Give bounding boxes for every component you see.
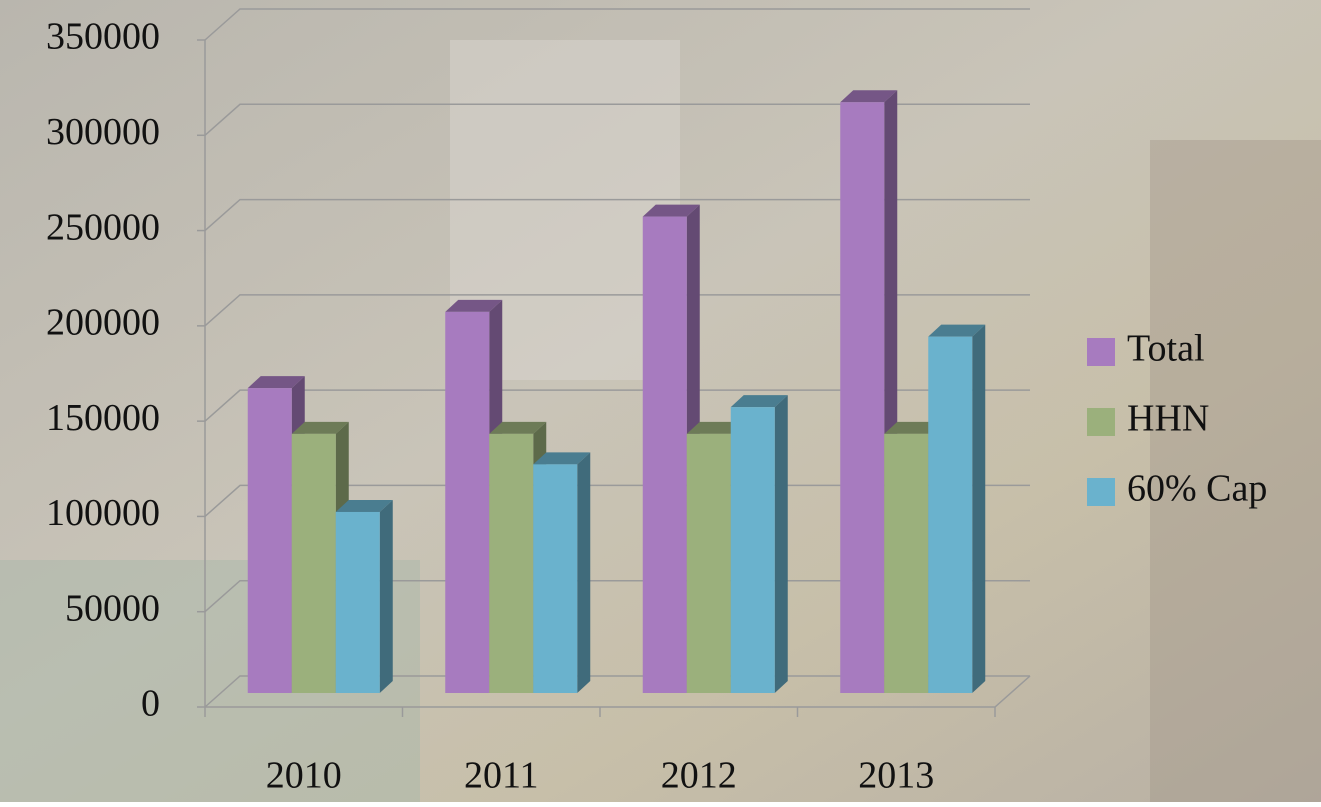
legend-swatch: [1087, 478, 1115, 506]
legend-label: 60% Cap: [1127, 468, 1267, 510]
y-tick-label: 50000: [65, 587, 160, 629]
bar: [884, 434, 928, 693]
page: {"chart_data": {"type": "bar3d", "catego…: [0, 0, 1321, 802]
y-tick-label: 250000: [46, 206, 160, 248]
y-tick-label: 150000: [46, 397, 160, 439]
x-tick-label: 2012: [661, 755, 737, 797]
bar: [731, 407, 775, 693]
legend-label: Total: [1127, 328, 1205, 370]
bar: [292, 434, 336, 693]
bar: [336, 512, 380, 693]
bar-side: [380, 500, 393, 693]
bar: [533, 464, 577, 693]
x-tick-label: 2010: [266, 755, 342, 797]
bar: [489, 434, 533, 693]
legend-swatch: [1087, 338, 1115, 366]
bar: [928, 337, 972, 693]
legend-label: HHN: [1127, 398, 1209, 440]
chart: 0 50000 100000 150000 200000 250000 300000 3500…: [0, 0, 1321, 802]
bar: [248, 388, 292, 693]
bar-side: [972, 325, 985, 693]
bar-side: [577, 452, 590, 693]
bar-side: [775, 395, 788, 693]
legend-swatch: [1087, 408, 1115, 436]
y-tick-label: 350000: [46, 16, 160, 58]
bar: [643, 217, 687, 693]
y-tick-label: 300000: [46, 111, 160, 153]
bar: [687, 434, 731, 693]
bar: [840, 102, 884, 693]
y-tick-label: 0: [141, 683, 160, 725]
x-tick-label: 2013: [858, 755, 934, 797]
x-tick-label: 2011: [464, 755, 539, 797]
y-tick-label: 200000: [46, 302, 160, 344]
y-tick-label: 100000: [46, 492, 160, 534]
bar: [445, 312, 489, 693]
